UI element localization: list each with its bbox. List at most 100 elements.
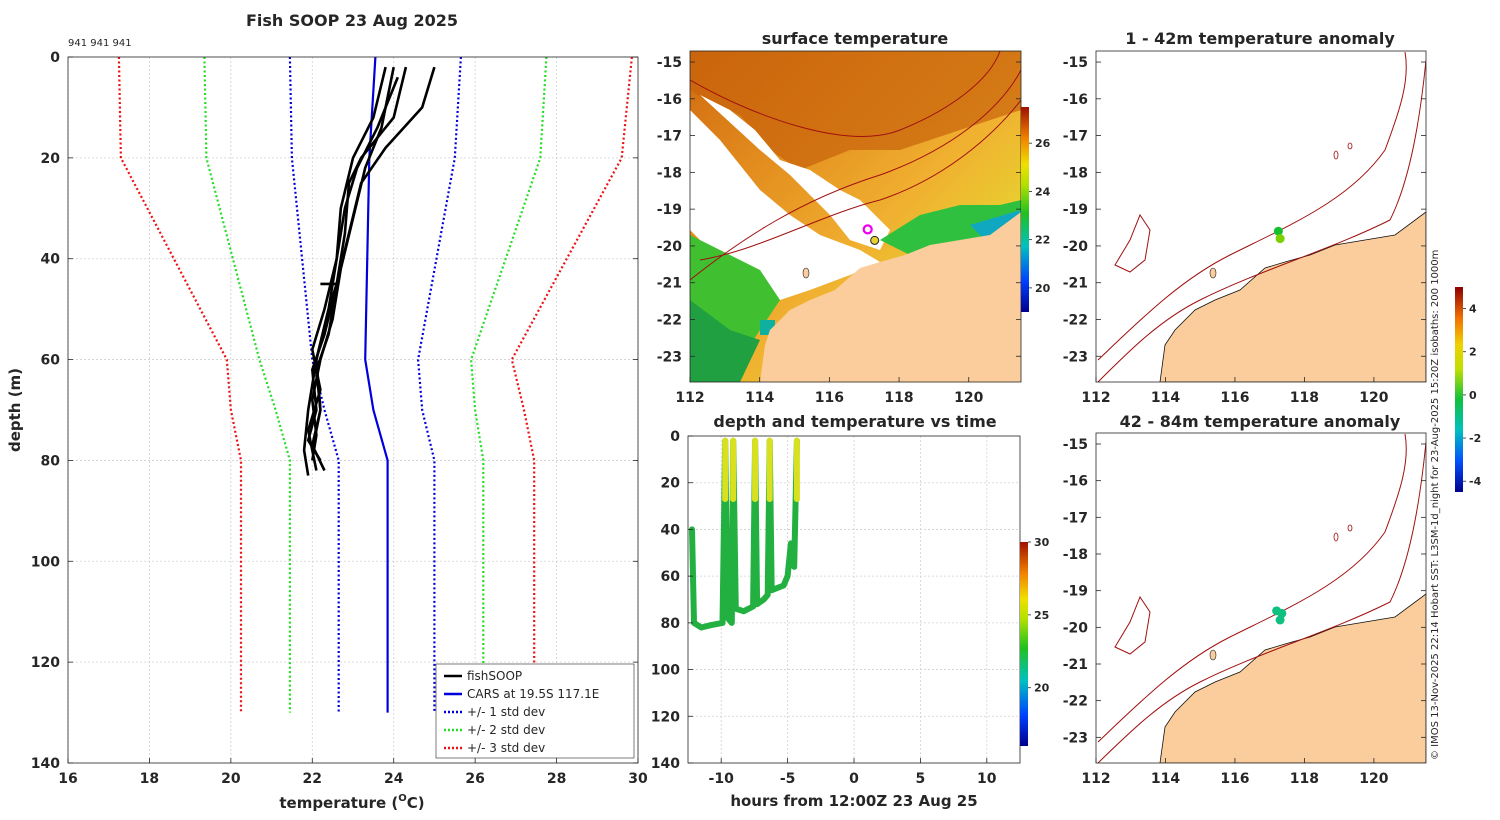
island (1209, 649, 1217, 661)
y-tick-label: 20 (661, 476, 681, 492)
plateau-contour (1114, 213, 1151, 273)
colorbar-tick-label: -4 (1469, 475, 1482, 488)
y-tick-label: -17 (657, 129, 682, 145)
depth-track (689, 437, 800, 631)
anomaly-shallow-title: 1 - 42m temperature anomaly (1125, 29, 1395, 48)
colorbar-tick-label: 22 (1035, 234, 1050, 247)
x-tick-label: 120 (1359, 771, 1388, 787)
position-marker-filled (870, 235, 880, 245)
surface-map-title: surface temperature (762, 29, 949, 48)
x-tick-label: 5 (916, 771, 926, 787)
colorbar-tick-label: 0 (1469, 389, 1477, 402)
y-tick-label: 120 (651, 709, 680, 725)
legend-label-1: CARS at 19.5S 117.1E (467, 687, 599, 701)
isobath-200m (1097, 441, 1426, 763)
anomaly-point-2 (1275, 615, 1285, 625)
anomaly-point-0 (1273, 226, 1283, 236)
profile-y-ticks: 0 20 40 60 80 100 120 140 (31, 50, 638, 772)
anomaly-deep-points (1272, 606, 1287, 625)
y-tick-label: -19 (1063, 584, 1088, 600)
colorbar-tick-label: 24 (1035, 185, 1051, 198)
anomaly-shallow-frame (1095, 50, 1427, 383)
y-tick-label: 100 (651, 663, 680, 679)
y-tick-label: -22 (1063, 312, 1088, 328)
anomaly-deep-basemap (1097, 433, 1426, 763)
x-tick-label: 112 (1081, 390, 1110, 406)
isobath-200m (1097, 59, 1426, 382)
depth-time-x-ticks: -10 -5 0 5 10 (709, 758, 997, 787)
y-tick-label: -22 (1063, 694, 1088, 710)
cloud-mask-2 (690, 110, 880, 300)
profile-x-ticks: 16 18 20 22 24 26 28 30 (58, 758, 648, 787)
island (802, 267, 810, 279)
island (1209, 267, 1217, 279)
y-tick-label: -20 (1063, 239, 1089, 255)
y-tick-label: -20 (1063, 620, 1089, 636)
colorbar-tick-label: 20 (1035, 282, 1051, 295)
y-tick-label: -21 (657, 276, 682, 292)
x-tick-label: 116 (1220, 771, 1249, 787)
x-tick-label: 112 (1081, 771, 1110, 787)
series-line-5 (117, 56, 243, 713)
x-tick-label: 116 (1220, 390, 1249, 406)
land (1159, 593, 1426, 763)
sst-colorbar (1021, 107, 1029, 312)
series-line-6 (510, 56, 633, 713)
x-tick-label: 120 (1359, 390, 1388, 406)
seamount (1333, 532, 1339, 542)
y-tick-label: -15 (657, 55, 682, 71)
profile-y-label: depth (m) (6, 368, 24, 452)
depth-time-y-ticks: 0 20 40 60 80 100 120 140 (651, 429, 693, 772)
legend-label-4: +/- 3 std dev (467, 741, 545, 755)
fishsoop-profile-3 (310, 66, 395, 461)
sst-field (690, 51, 1021, 382)
anomaly-deep-panel: 42 - 84m temperature anomaly 112 114 116 11… (1063, 412, 1427, 787)
legend-label-2: +/- 1 std dev (467, 705, 545, 719)
x-tick-label: 22 (303, 771, 322, 787)
anomaly-deep-x-ticks: 112 114 116 118 120 (1081, 758, 1389, 787)
colorbar-tick-label: 4 (1469, 303, 1477, 316)
y-tick-label: -19 (1063, 202, 1088, 218)
y-tick-label: -21 (1063, 657, 1088, 673)
x-tick-label: 24 (384, 771, 404, 787)
colorbar-tick-label: 2 (1469, 346, 1477, 359)
y-tick-label: -18 (657, 165, 682, 181)
legend-label-3: +/- 2 std dev (467, 723, 545, 737)
series-line-0 (364, 56, 389, 713)
plateau-contour (1114, 595, 1151, 655)
anomaly-point-1 (1275, 234, 1285, 244)
y-tick-label: -18 (1063, 165, 1088, 181)
y-tick-label: 140 (651, 756, 680, 772)
sst-colorbar-ticks: 20 22 24 26 (1029, 137, 1051, 295)
y-tick-label: -23 (1063, 349, 1088, 365)
x-tick-label: -5 (780, 771, 796, 787)
legend-label-0: fishSOOP (467, 669, 522, 683)
profile-lines (117, 56, 633, 713)
isobath-outer (690, 69, 1021, 281)
sst-green-patch-2 (690, 300, 760, 382)
seamount-2 (1347, 524, 1353, 532)
surface-map-y-ticks: -15 -16 -17 -18 -19 -20 -21 -22 -23 (657, 55, 1021, 365)
y-tick-label: 80 (661, 616, 681, 632)
colorbar-tick-label: 25 (1034, 609, 1049, 622)
seamount (1333, 150, 1339, 160)
colorbar-tick-label: 26 (1035, 137, 1051, 150)
y-tick-label: -19 (657, 202, 682, 218)
anomaly-colorbar-ticks: -4 -2 0 2 4 (1463, 303, 1482, 488)
x-tick-label: 0 (849, 771, 859, 787)
y-tick-label: 0 (50, 50, 60, 66)
surface-map-x-ticks: 112 114 116 118 120 (675, 377, 984, 406)
y-tick-label: 40 (41, 252, 61, 268)
side-note: © IMOS 13-Nov-2025 22:14 Hobart SST: L3S… (1430, 250, 1441, 760)
x-tick-label: 120 (954, 390, 983, 406)
colorbar-tick-label: 30 (1034, 536, 1050, 549)
x-tick-label: 112 (675, 390, 704, 406)
isobath-200m (699, 99, 1021, 261)
y-tick-label: -15 (1063, 437, 1088, 453)
y-tick-label: -23 (657, 349, 682, 365)
y-tick-label: 0 (670, 429, 680, 445)
depth-time-track (689, 437, 800, 631)
x-tick-label: 114 (745, 390, 774, 406)
x-tick-label: 114 (1151, 390, 1180, 406)
y-tick-label: -16 (1063, 474, 1088, 490)
